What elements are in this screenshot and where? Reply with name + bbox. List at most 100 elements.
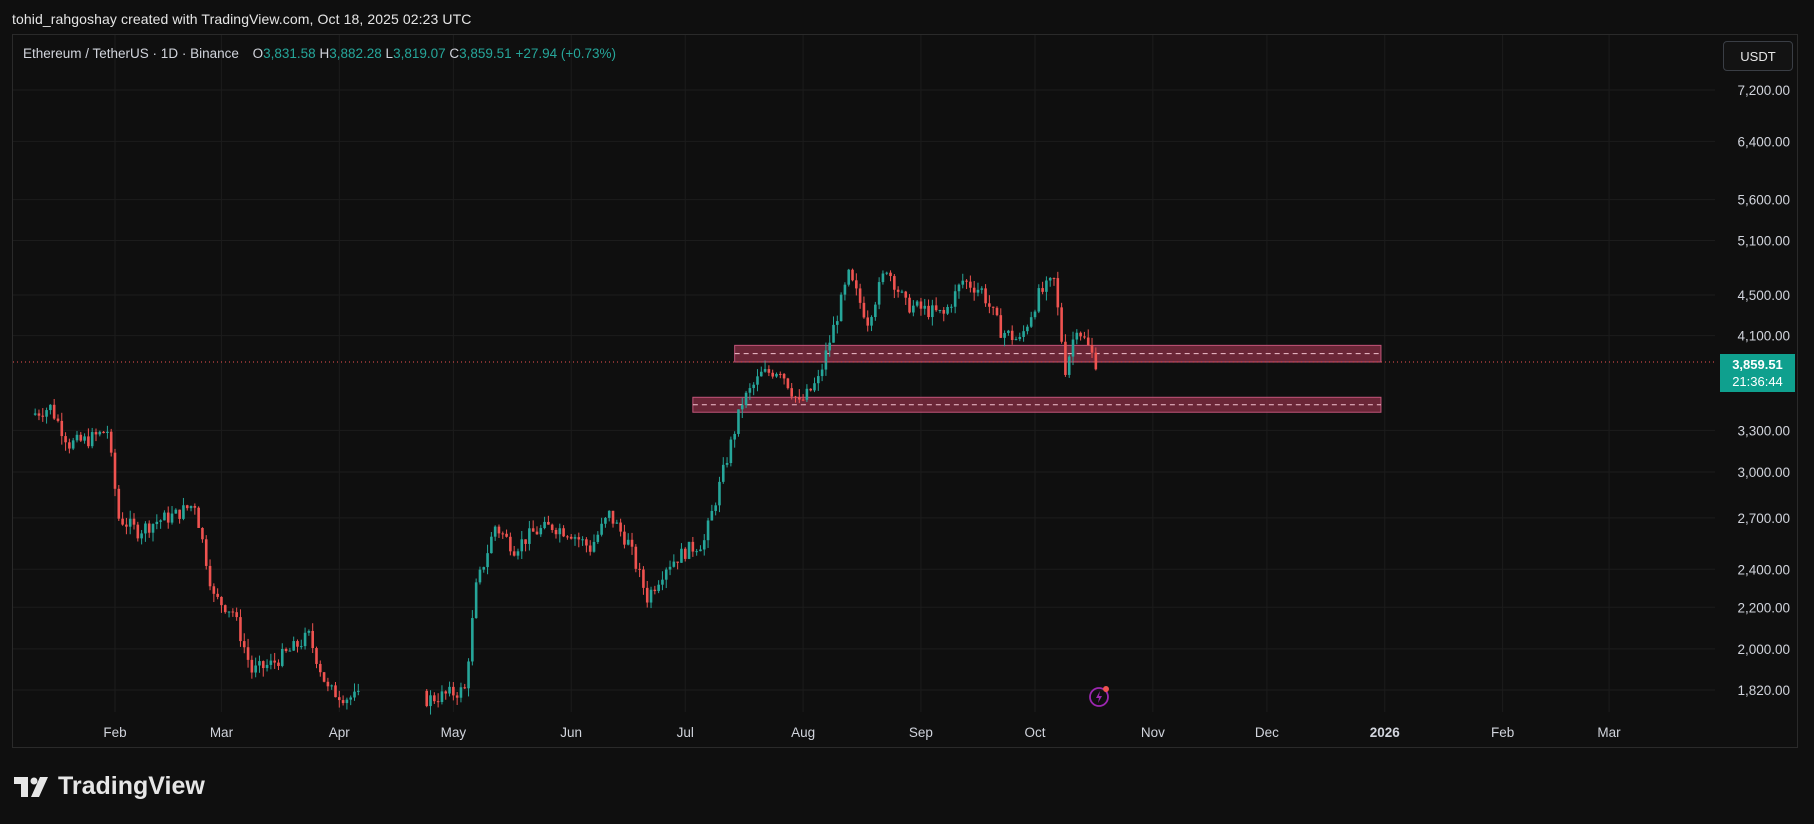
candle-body <box>786 378 790 389</box>
candle-body <box>292 641 295 651</box>
x-axis: Feb Mar Apr May Jun Jul Aug Sep Oct Nov Dec 2026 Feb… <box>103 725 1621 740</box>
candle-body <box>569 536 573 539</box>
candle-body <box>839 294 843 322</box>
candle-body <box>109 431 113 453</box>
candle-body <box>486 553 489 568</box>
candle-body <box>801 399 805 401</box>
candle-body <box>497 526 501 534</box>
y-tick-label: 5,100.00 <box>1737 233 1790 248</box>
candle-body <box>539 528 543 535</box>
candle-body <box>972 287 976 293</box>
y-tick-label: 1,820.00 <box>1737 683 1790 698</box>
high-label: H <box>319 46 330 61</box>
lightning-alert-icon[interactable] <box>1088 684 1112 708</box>
candle-body <box>767 369 771 373</box>
candle-body <box>858 288 862 303</box>
y-tick-label: 4,500.00 <box>1737 288 1790 303</box>
y-tick-label: 6,400.00 <box>1737 134 1790 149</box>
chart-frame[interactable] <box>12 34 1798 748</box>
open-label: O <box>252 46 264 61</box>
candle-body <box>900 291 904 293</box>
candle-body <box>235 612 238 618</box>
y-tick-label: 4,100.00 <box>1737 329 1790 344</box>
candle-body <box>908 297 911 313</box>
candle-body <box>75 434 79 441</box>
candle-body <box>581 539 584 541</box>
x-tick-label: May <box>441 725 467 740</box>
candle-body <box>41 415 45 417</box>
candle-body <box>471 618 474 662</box>
candle-body <box>915 301 919 306</box>
candle-body <box>836 321 839 325</box>
candle-body <box>87 436 90 447</box>
candle-body <box>752 384 755 389</box>
candle-body <box>744 392 748 406</box>
candle-body <box>1094 352 1098 370</box>
candle-body <box>938 310 942 312</box>
candle-body <box>509 536 512 552</box>
candle-body <box>991 306 995 308</box>
candle-body <box>775 373 778 377</box>
candle-body <box>866 317 870 326</box>
x-tick-label: Feb <box>103 725 126 740</box>
candle-body <box>797 397 801 400</box>
candle-body <box>790 388 793 397</box>
candle-body <box>702 540 706 550</box>
last-price-tag: 3,859.51 21:36:44 <box>1720 354 1795 392</box>
candle-body <box>805 388 809 400</box>
candle-body <box>794 396 797 398</box>
candle-body <box>90 432 94 447</box>
candle-body <box>132 518 136 525</box>
candle-body <box>874 304 877 318</box>
candle-body <box>246 647 250 660</box>
tradingview-logo[interactable]: TradingView <box>14 772 205 801</box>
candle-body <box>444 691 448 694</box>
candle-body <box>273 660 276 663</box>
candle-body <box>1033 311 1037 318</box>
candle-body <box>1048 278 1052 281</box>
candle-body <box>349 697 353 700</box>
candle-body <box>284 648 288 652</box>
candle-body <box>657 584 660 592</box>
x-tick-label: Sep <box>909 725 933 740</box>
candle-body <box>988 303 991 307</box>
candle-body <box>881 273 885 283</box>
candle-body <box>174 509 178 514</box>
candle-body <box>710 510 714 521</box>
candle-body <box>919 301 923 309</box>
candle-body <box>45 410 48 417</box>
candle-body <box>1018 336 1022 340</box>
candle-body <box>843 284 847 295</box>
candle-body <box>512 551 516 556</box>
candle-body <box>524 539 527 544</box>
candle-body <box>49 404 52 411</box>
candle-body <box>493 526 497 537</box>
symbol-name[interactable]: Ethereum / TetherUS · 1D · Binance <box>23 46 239 61</box>
candle-body <box>204 539 208 566</box>
candle-body <box>353 691 356 698</box>
symbol-legend: Ethereum / TetherUS · 1D · Binance O3,83… <box>23 46 616 61</box>
candle-body <box>315 648 318 664</box>
candle-body <box>547 521 550 525</box>
candle-body <box>1045 280 1048 292</box>
candle-body <box>452 686 455 696</box>
candle-body <box>322 672 326 682</box>
candle-body <box>311 630 314 649</box>
candle-body <box>820 369 824 377</box>
candle-body <box>341 700 345 704</box>
candle-body <box>1029 317 1033 327</box>
candle-body <box>337 697 341 701</box>
currency-button[interactable]: USDT <box>1723 41 1793 71</box>
candle-body <box>455 695 459 698</box>
candle-body <box>193 506 197 508</box>
candle-body <box>269 660 273 665</box>
candle-body <box>695 551 698 553</box>
x-tick-label: Mar <box>210 725 234 740</box>
candle-body <box>832 324 835 343</box>
y-tick-label: 2,200.00 <box>1737 600 1790 615</box>
candle-body <box>645 587 649 603</box>
candle-body <box>1075 332 1079 340</box>
candle-body <box>687 541 691 559</box>
candle-body <box>714 505 717 511</box>
